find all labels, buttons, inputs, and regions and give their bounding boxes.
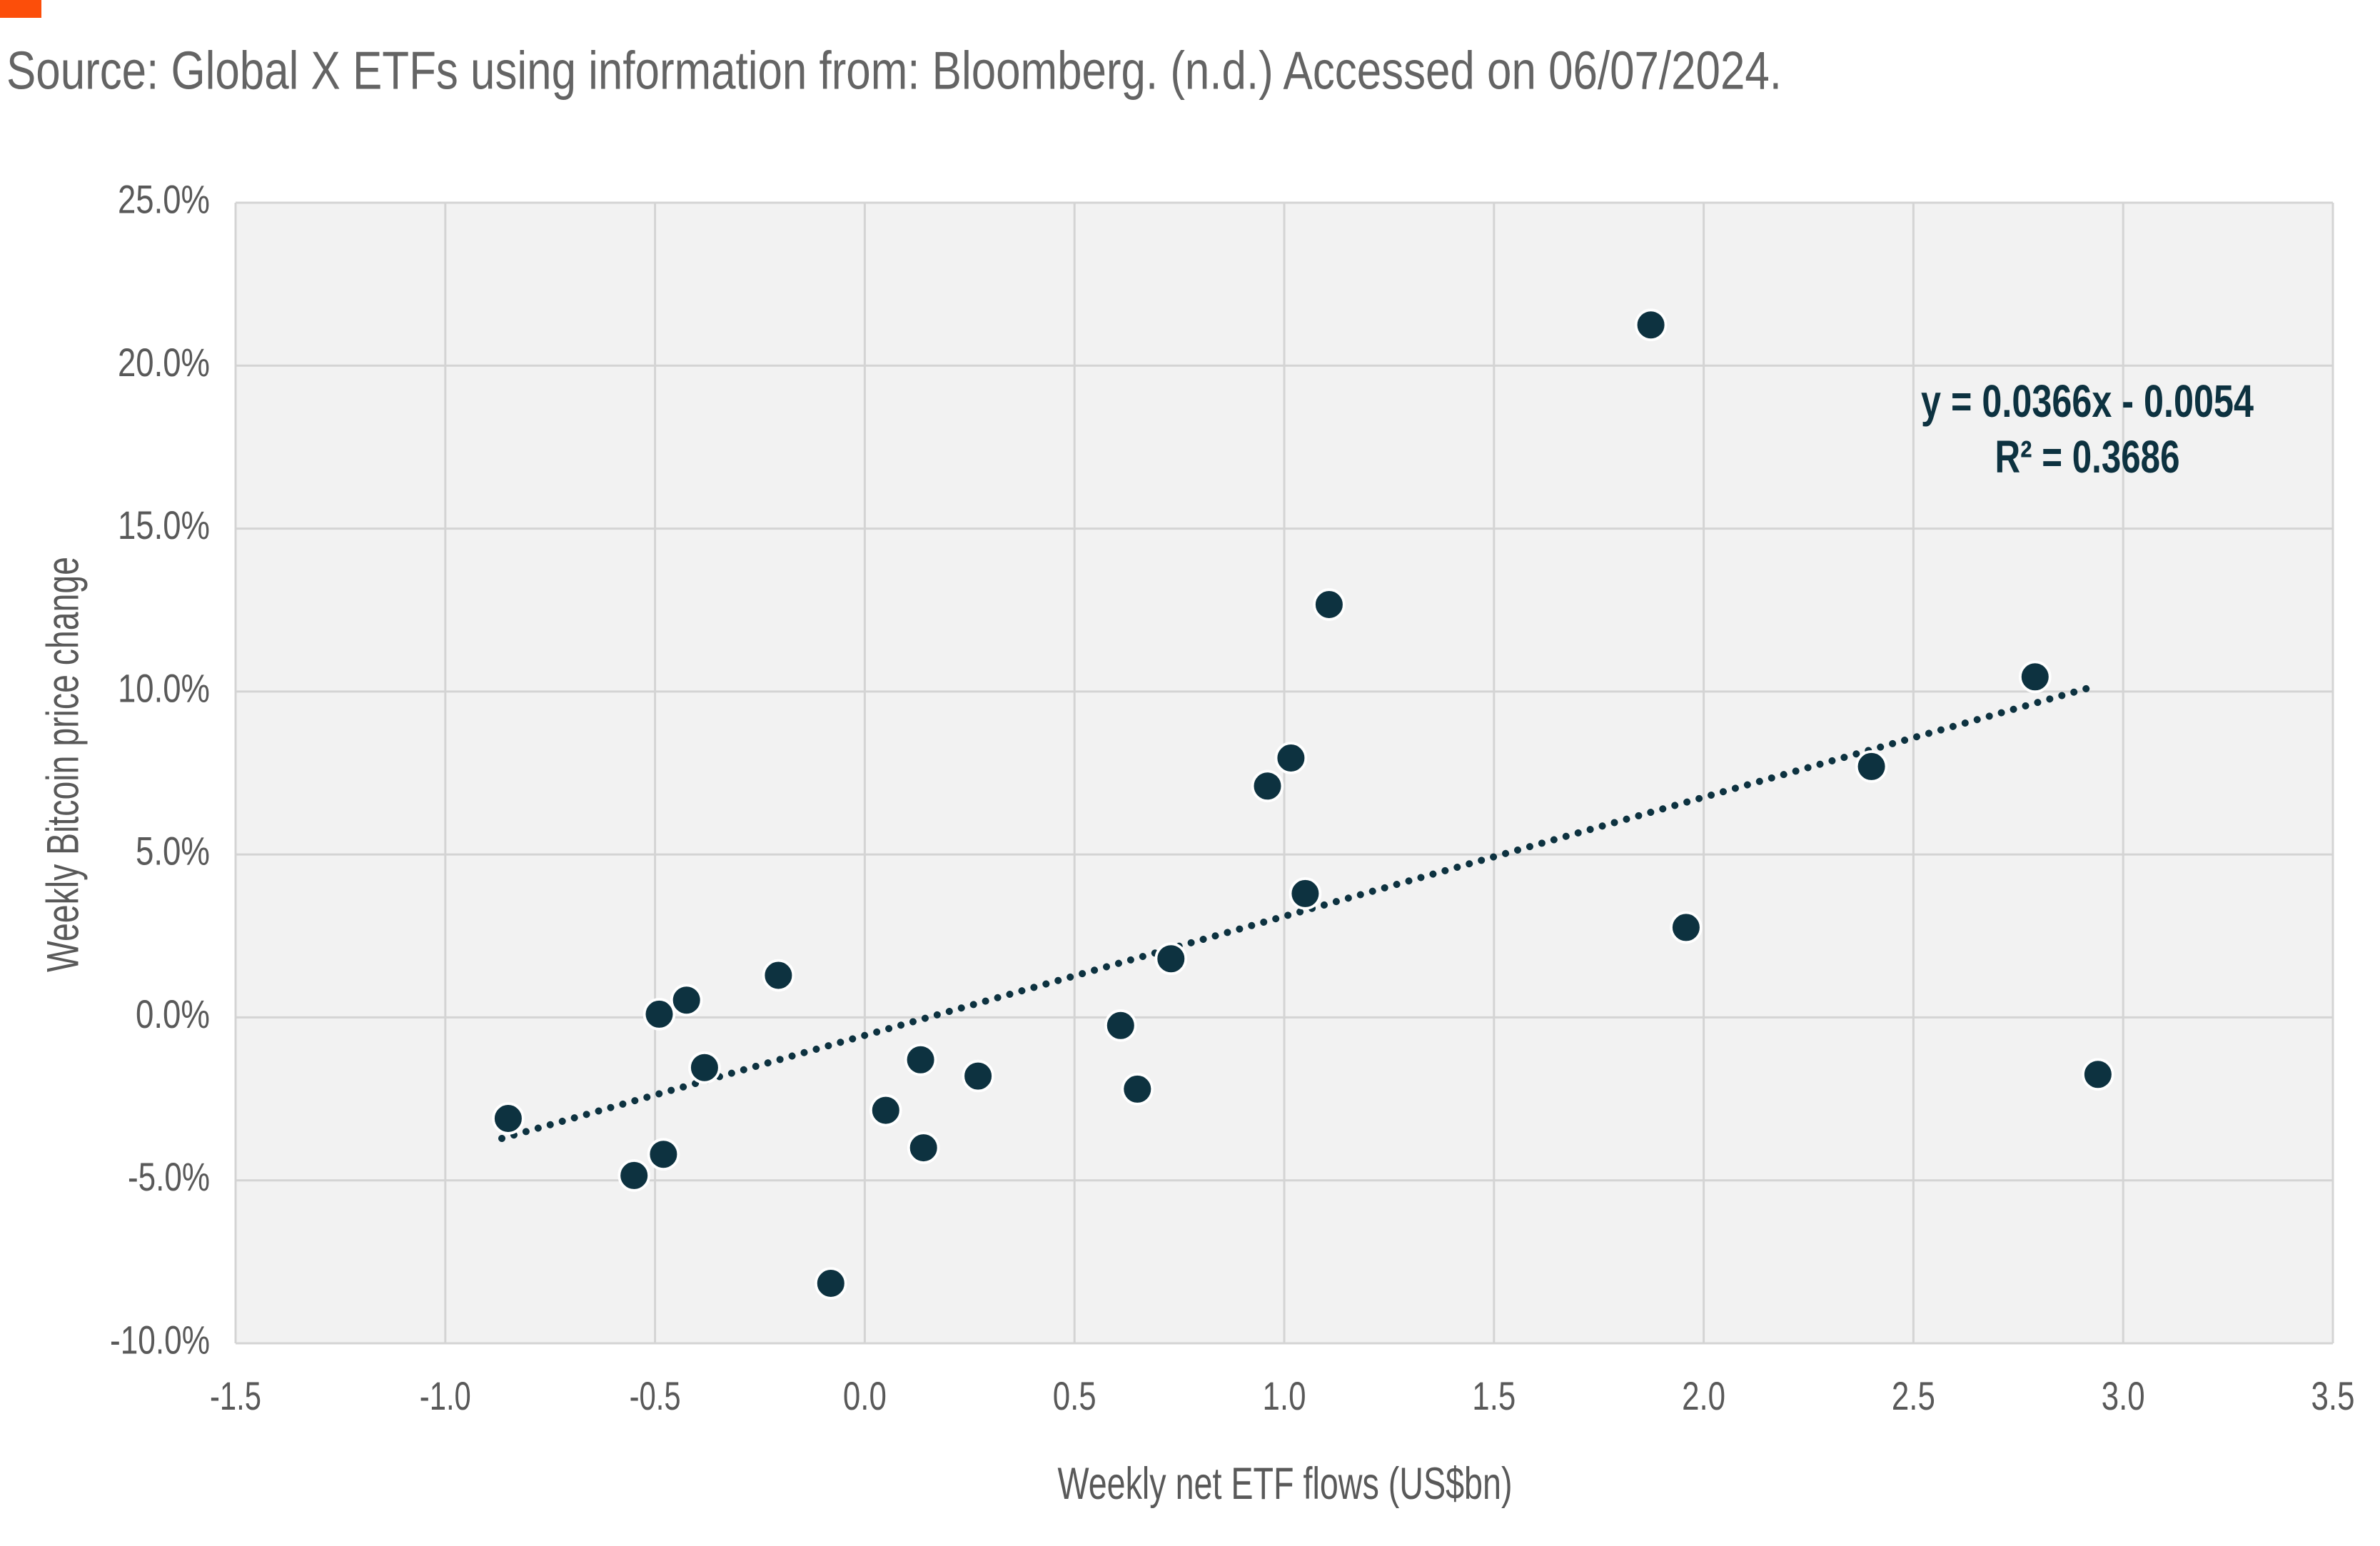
svg-text:y = 0.0366x - 0.0054: y = 0.0366x - 0.0054 bbox=[1921, 375, 2254, 427]
svg-text:-10.0%: -10.0% bbox=[110, 1318, 210, 1363]
svg-text:0.0: 0.0 bbox=[843, 1373, 887, 1418]
svg-text:2.5: 2.5 bbox=[1892, 1373, 1935, 1418]
svg-text:3.5: 3.5 bbox=[2311, 1373, 2355, 1418]
svg-text:0.5: 0.5 bbox=[1053, 1373, 1096, 1418]
svg-text:25.0%: 25.0% bbox=[118, 177, 210, 222]
svg-text:1.5: 1.5 bbox=[1472, 1373, 1516, 1418]
svg-text:R² = 0.3686: R² = 0.3686 bbox=[1995, 431, 2180, 483]
svg-text:-0.5: -0.5 bbox=[630, 1373, 681, 1418]
svg-text:Source: Global X ETFs using in: Source: Global X ETFs using information … bbox=[6, 41, 1782, 101]
svg-text:-5.0%: -5.0% bbox=[128, 1154, 210, 1199]
svg-text:0.0%: 0.0% bbox=[136, 991, 210, 1036]
svg-text:5.0%: 5.0% bbox=[136, 829, 210, 874]
svg-text:Weekly net ETF flows (US$bn): Weekly net ETF flows (US$bn) bbox=[1058, 1459, 1513, 1509]
svg-text:3.0: 3.0 bbox=[2102, 1373, 2145, 1418]
svg-text:15.0%: 15.0% bbox=[118, 502, 210, 547]
svg-text:-1.0: -1.0 bbox=[420, 1373, 471, 1418]
svg-text:20.0%: 20.0% bbox=[118, 340, 210, 385]
svg-text:1.0: 1.0 bbox=[1263, 1373, 1306, 1418]
svg-text:10.0%: 10.0% bbox=[118, 665, 210, 710]
svg-text:Weekly Bitcoin price change: Weekly Bitcoin price change bbox=[39, 557, 89, 972]
svg-text:-1.5: -1.5 bbox=[210, 1373, 261, 1418]
svg-text:2.0: 2.0 bbox=[1682, 1373, 1725, 1418]
